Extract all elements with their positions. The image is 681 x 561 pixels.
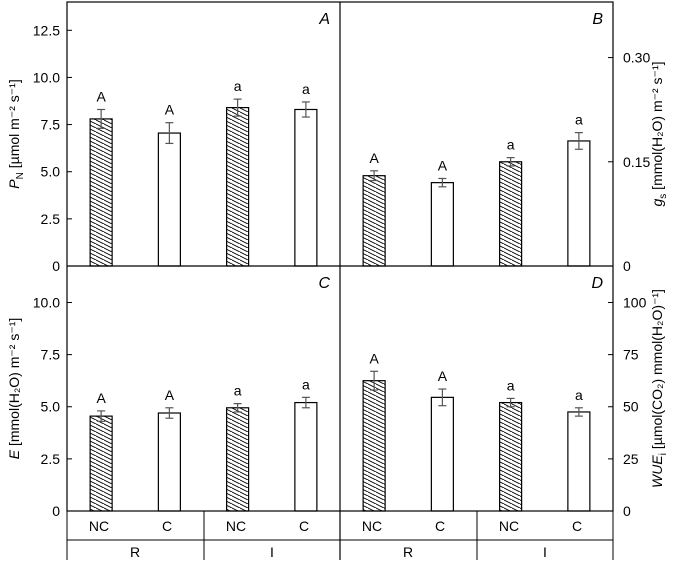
x-label-nc: NC [362, 518, 382, 534]
group-label-r: R [403, 544, 413, 560]
bar [430, 396, 454, 512]
bar [567, 411, 591, 512]
significance-letter: A [165, 387, 175, 403]
y-axis-label-symbol: E [6, 449, 22, 459]
y-tick-label: 10.0 [33, 69, 60, 85]
y-tick-label: 0 [623, 258, 631, 274]
y-tick-label: 0 [52, 503, 60, 519]
y-axis-label: WUEi [µmol(CO₂) mmol(H₂O)⁻¹] [649, 289, 669, 488]
group-label-i: I [270, 544, 274, 560]
y-tick-label: 100 [623, 294, 647, 310]
significance-letter: a [234, 78, 242, 94]
x-label-nc: NC [226, 518, 246, 534]
bar [226, 407, 250, 512]
bar [157, 132, 181, 267]
y-axis-label-units: [µmol m⁻² s⁻¹] [6, 79, 22, 172]
panel-letter: C [318, 275, 330, 292]
bar [294, 401, 318, 512]
significance-letter: a [507, 137, 515, 153]
bar [157, 412, 181, 512]
significance-letter: A [165, 102, 175, 118]
y-tick-label: 5.0 [41, 164, 61, 180]
panels-layer: 0 2.5 5.0 7.5 10.0 12.5 A Aa a A PN [µmol m⁻² s⁻¹]… [6, 11, 669, 519]
y-axis-label-symbol: g [649, 199, 665, 207]
bar [499, 401, 523, 512]
y-tick-label: 50 [623, 399, 639, 415]
bar [294, 108, 318, 267]
y-tick-label: 7.5 [41, 117, 61, 133]
significance-letter: A [369, 150, 379, 166]
significance-letter: A [438, 157, 448, 173]
x-label-c: C [435, 518, 445, 534]
y-axis-label-units: [µmol(CO₂) mmol(H₂O)⁻¹] [649, 289, 665, 453]
y-axis-label-symbol: P [6, 179, 22, 189]
y-tick-label: 0 [623, 503, 631, 519]
y-tick-label: 10.0 [33, 294, 60, 310]
x-label-c: C [162, 518, 172, 534]
panel-letter: D [591, 275, 603, 292]
y-tick-label: 75 [623, 347, 639, 363]
y-axis-label: PN [µmol m⁻² s⁻¹] [6, 79, 26, 188]
bar [89, 118, 113, 267]
panel-letter: B [592, 11, 603, 28]
y-axis-label-units: [mmol(H₂O) m⁻² s⁻¹] [649, 62, 665, 194]
y-axis-label-subscript: i [658, 453, 669, 455]
x-label-c: C [572, 518, 582, 534]
group-label-i: I [543, 544, 547, 560]
y-axis-label-subscript: s [658, 194, 669, 199]
y-axis-label: gs [mmol(H₂O) m⁻² s⁻¹] [649, 62, 669, 207]
significance-letter: A [438, 368, 448, 384]
bar [430, 182, 454, 267]
x-axis-table: NC C NC C NC C NC C R I R I [66, 1, 614, 560]
panel-letter: A [318, 11, 330, 28]
significance-letter: a [302, 81, 310, 97]
significance-letter: a [302, 376, 310, 392]
y-axis-label-symbol: WUE [649, 455, 665, 488]
x-label-nc: NC [499, 518, 519, 534]
y-tick-label: 2.5 [41, 451, 61, 467]
group-label-r: R [130, 544, 140, 560]
y-axis-label-subscript: N [15, 172, 26, 179]
significance-letter: A [96, 390, 106, 406]
x-label-c: C [299, 518, 309, 534]
y-tick-label: 0.15 [623, 154, 650, 170]
y-tick-label: 12.5 [33, 22, 60, 38]
bar [226, 106, 250, 267]
bar [362, 380, 386, 512]
y-tick-label: 5.0 [41, 399, 61, 415]
y-tick-label: 0.30 [623, 50, 650, 66]
bar [89, 415, 113, 512]
bar [362, 175, 386, 267]
bar [499, 161, 523, 267]
y-tick-label: 7.5 [41, 347, 61, 363]
y-axis-label-units: [mmol(H₂O) m⁻² s⁻¹] [6, 318, 22, 450]
x-label-nc: NC [89, 518, 109, 534]
y-tick-label: 0 [52, 258, 60, 274]
y-tick-label: 25 [623, 451, 639, 467]
significance-letter: a [575, 387, 583, 403]
significance-letter: a [575, 112, 583, 128]
significance-letter: A [96, 88, 106, 104]
y-tick-label: 2.5 [41, 211, 61, 227]
bar [567, 140, 591, 267]
significance-letter: a [507, 377, 515, 393]
y-axis-label: E [mmol(H₂O) m⁻² s⁻¹] [6, 318, 22, 460]
significance-letter: A [369, 350, 379, 366]
significance-letter: a [234, 383, 242, 399]
